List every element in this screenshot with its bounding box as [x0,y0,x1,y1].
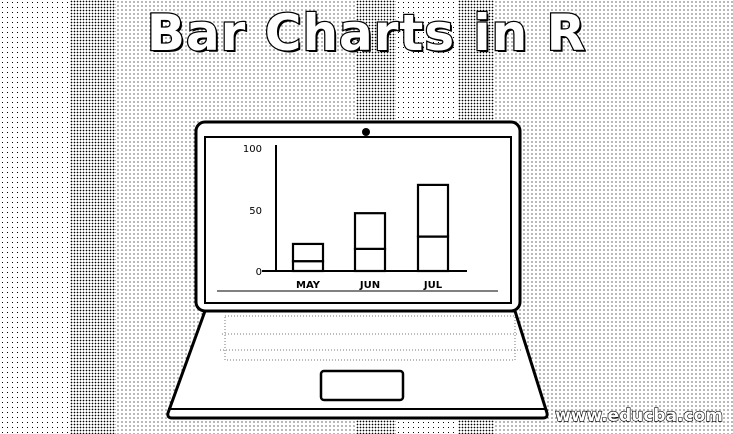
bar-jun-segment-2 [353,212,387,250]
bar-may-segment-2 [291,242,325,263]
bar-chart: 100 50 0 MAY JUN JUL [217,144,498,292]
bar-jun-segment-1 [353,247,387,273]
bar-jul-segment-2 [416,183,450,238]
touchpad [319,369,405,402]
x-tick-label: JUL [423,280,443,291]
y-tick-label: 100 [243,144,262,155]
laptop-base [166,309,549,420]
background-band-right [494,0,733,434]
bars-group [291,183,450,273]
y-tick-label: 0 [256,267,262,278]
x-tick-label: MAY [296,280,321,291]
background-band [70,0,116,434]
watermark: www.educba.com [554,405,723,426]
x-tick-label: JUN [359,280,380,291]
webcam-icon [362,128,370,136]
page-title: Bar Charts in R [146,3,587,64]
y-tick-label: 50 [249,206,262,217]
bar-jul-segment-1 [416,235,450,273]
bar-may-segment-1 [291,260,325,273]
background-band-left [0,0,70,434]
keyboard-area [224,315,516,361]
